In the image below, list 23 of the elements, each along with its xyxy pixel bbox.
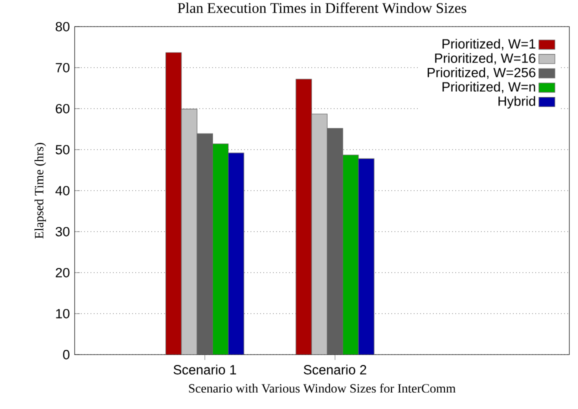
y-tick-label: 60	[56, 104, 70, 114]
x-tick-label: Scenario 2	[304, 364, 366, 374]
y-tick-label: 80	[56, 22, 70, 32]
legend-label: Hybrid	[498, 96, 536, 109]
bar	[296, 78, 312, 355]
legend-label: Prioritized, W=256	[428, 67, 536, 79]
bar	[166, 52, 182, 355]
y-tick-label: 70	[56, 62, 70, 72]
bar	[212, 144, 229, 355]
chart-title: Plan Execution Times in Different Window Sizes	[178, 2, 466, 14]
legend-label: Prioritized, W=n	[442, 82, 536, 94]
legend-label: Prioritized, W=1	[442, 38, 536, 50]
y-axis-title: Elapsed Time (hrs)	[34, 142, 46, 239]
y-tick-label: 10	[56, 308, 70, 318]
legend-label: Prioritized, W=16	[435, 53, 536, 65]
y-tick-label: 30	[56, 226, 70, 236]
y-tick-label: 50	[56, 144, 70, 154]
bar	[342, 154, 359, 355]
x-axis-title: Scenario with Various Window Sizes for InterComm	[189, 384, 456, 393]
x-tick-label: Scenario 1	[174, 364, 236, 374]
y-tick-label: 40	[55, 186, 70, 196]
y-tick-label: 0	[63, 350, 70, 360]
y-tick-label: 20	[56, 268, 70, 278]
